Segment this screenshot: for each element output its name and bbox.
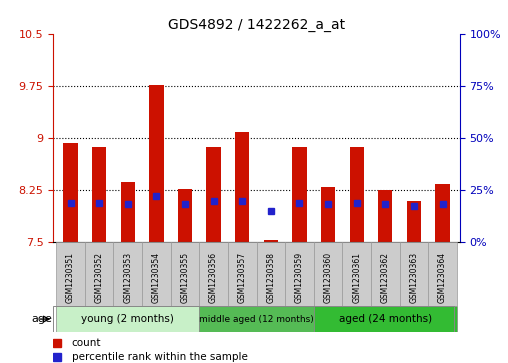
Bar (92, 147, 106, 242)
Title: GDS4892 / 1422262_a_at: GDS4892 / 1422262_a_at (168, 18, 345, 32)
Bar (314, 242, 342, 306)
Bar (171, 242, 199, 306)
Text: GSM1230353: GSM1230353 (123, 252, 132, 303)
Bar (292, 147, 307, 242)
Text: GSM1230356: GSM1230356 (209, 252, 218, 303)
Bar (407, 201, 421, 242)
Bar (314, 306, 457, 332)
Bar (64, 143, 78, 242)
Text: GSM1230363: GSM1230363 (409, 252, 419, 303)
Text: GSM1230355: GSM1230355 (180, 252, 189, 303)
Text: age: age (31, 314, 52, 324)
Bar (264, 240, 278, 242)
Bar (178, 189, 192, 242)
Text: GSM1230360: GSM1230360 (324, 252, 333, 303)
Text: GSM1230351: GSM1230351 (66, 252, 75, 303)
Bar (378, 191, 393, 242)
Text: percentile rank within the sample: percentile rank within the sample (72, 352, 247, 362)
Bar (120, 182, 135, 242)
Text: GSM1230354: GSM1230354 (152, 252, 161, 303)
Text: middle aged (12 months): middle aged (12 months) (199, 315, 314, 323)
Text: count: count (72, 338, 101, 348)
Bar (142, 242, 171, 306)
Bar (56, 242, 85, 306)
Bar (285, 242, 314, 306)
Bar (350, 147, 364, 242)
Bar (435, 184, 450, 242)
Bar (199, 242, 228, 306)
Bar (85, 242, 113, 306)
Bar (400, 242, 428, 306)
Bar (56, 306, 199, 332)
Bar (199, 306, 314, 332)
Bar (228, 242, 257, 306)
Text: young (2 months): young (2 months) (81, 314, 174, 324)
Text: GSM1230359: GSM1230359 (295, 252, 304, 303)
Bar (371, 242, 400, 306)
Bar (342, 242, 371, 306)
Text: GSM1230361: GSM1230361 (352, 252, 361, 303)
Text: GSM1230357: GSM1230357 (238, 252, 247, 303)
Bar (206, 147, 221, 242)
Text: GSM1230358: GSM1230358 (266, 252, 275, 303)
Bar (428, 242, 457, 306)
Bar (113, 242, 142, 306)
Text: aged (24 months): aged (24 months) (339, 314, 432, 324)
Bar (235, 131, 249, 242)
Text: GSM1230362: GSM1230362 (381, 252, 390, 303)
Bar (321, 187, 335, 242)
Bar (257, 242, 285, 306)
Text: GSM1230352: GSM1230352 (94, 252, 104, 303)
Bar (149, 85, 164, 242)
Text: GSM1230364: GSM1230364 (438, 252, 447, 303)
